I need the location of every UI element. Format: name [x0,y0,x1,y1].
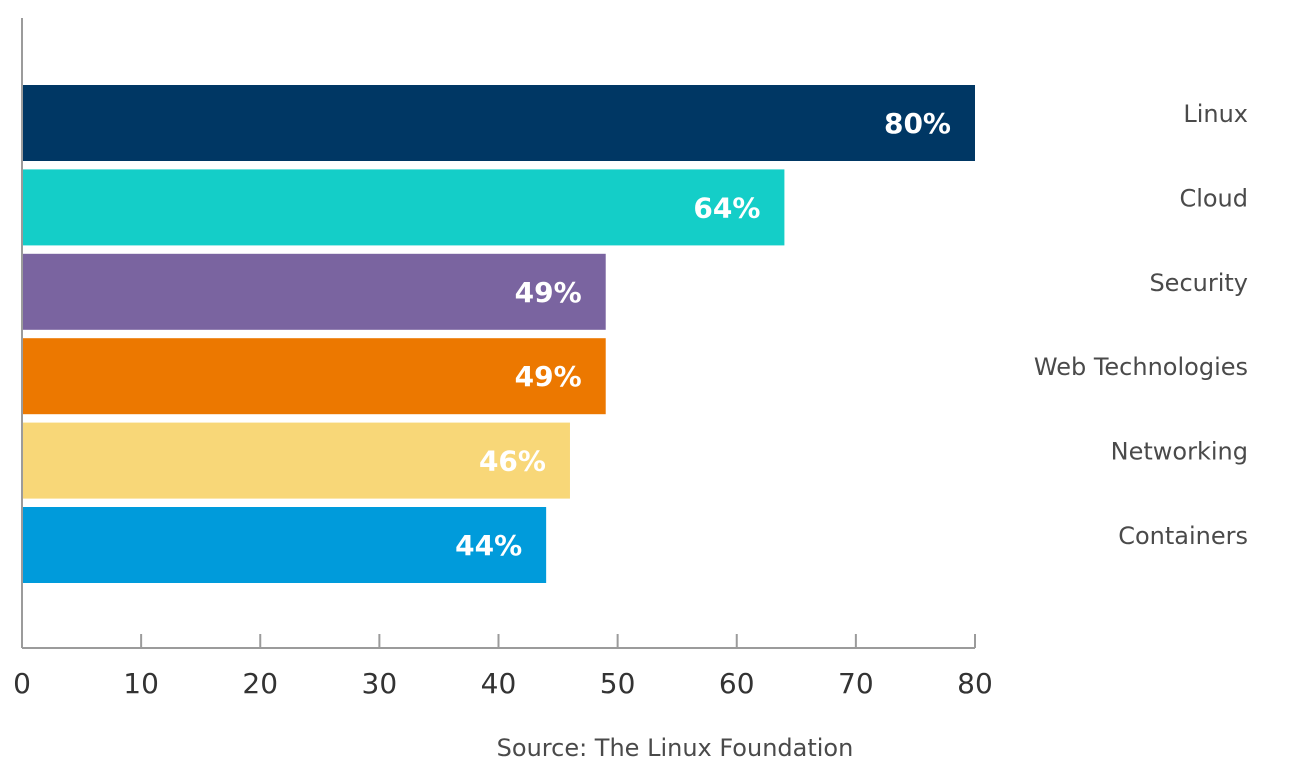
bar-web-technologies [22,338,606,415]
x-tick-label-20: 20 [242,667,278,700]
bar-containers [22,507,547,583]
x-tick-label-30: 30 [362,667,398,700]
bar-value-label-linux: 80% [884,107,951,140]
bar-networking [22,422,570,499]
bar-value-label-containers: 44% [455,529,522,562]
category-label-web-technologies: Web Technologies [1034,353,1248,381]
bar-cloud [22,169,785,246]
bar-value-label-networking: 46% [479,445,546,478]
bar-linux [22,85,975,161]
x-tick-label-70: 70 [838,667,874,700]
x-tick-label-60: 60 [719,667,755,700]
x-axis: 0 10 20 30 40 50 60 70 80 [13,18,993,700]
bar-security [22,253,606,330]
category-label-containers: Containers [1118,522,1248,550]
category-label-security: Security [1149,269,1248,297]
x-tick-label-80: 80 [957,667,993,700]
x-tick-label-50: 50 [600,667,636,700]
category-label-linux: Linux [1183,100,1248,128]
x-tick-label-10: 10 [123,667,159,700]
bar-value-label-cloud: 64% [693,191,760,224]
x-tick-label-40: 40 [481,667,517,700]
bars-layer: 80% Linux 64% Cloud 49% Security 49% Web Techno… [22,85,1248,583]
category-label-cloud: Cloud [1179,184,1248,212]
category-label-networking: Networking [1111,438,1248,466]
bar-value-label-security: 49% [515,276,582,309]
source-caption: Source: The Linux Foundation [497,734,854,762]
x-tick-label-0: 0 [13,667,31,700]
bar-value-label-web-technologies: 49% [515,360,582,393]
